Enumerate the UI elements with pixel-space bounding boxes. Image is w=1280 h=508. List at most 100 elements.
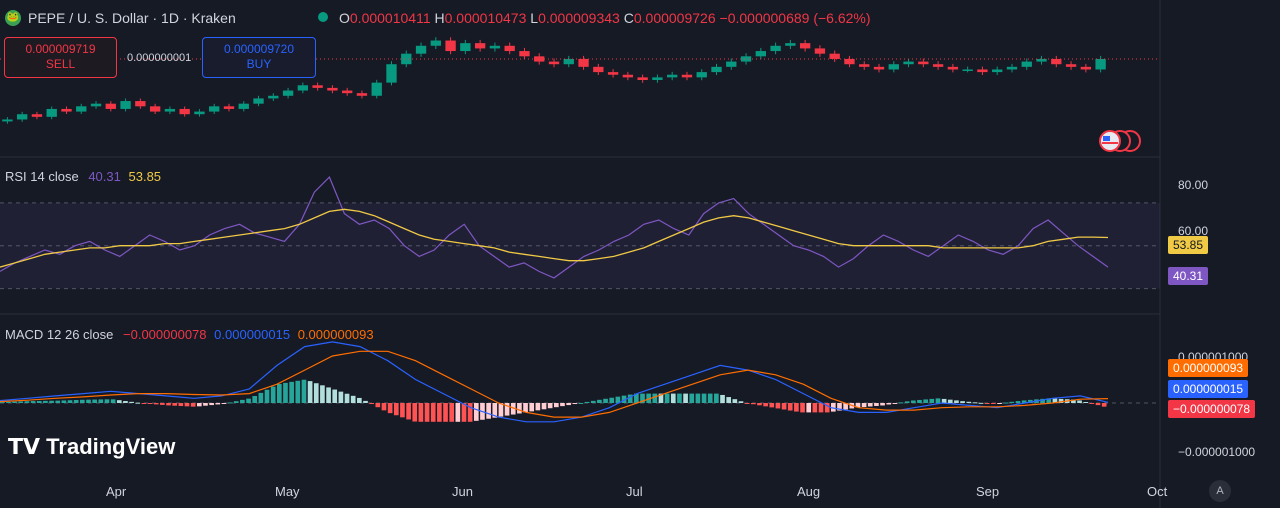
macd-histogram-bar — [18, 401, 24, 403]
macd-histogram-bar — [301, 379, 307, 403]
macd-histogram-bar — [1083, 402, 1089, 404]
rsi-value: 40.31 — [88, 169, 121, 184]
macd-histogram-bar — [898, 402, 904, 404]
macd-histogram-bar — [387, 403, 393, 414]
candle-body — [61, 108, 72, 112]
rsi-ma-tag: 53.85 — [1168, 236, 1209, 254]
candle-body — [460, 43, 471, 52]
candle-body — [194, 111, 205, 115]
macd-histogram-bar — [566, 403, 571, 406]
macd-histogram-bar — [800, 403, 805, 413]
macd-histogram-bar — [960, 401, 965, 403]
macd-histogram-bar — [1052, 398, 1058, 403]
macd-histogram-bar — [1071, 399, 1076, 403]
macd-histogram-bar — [855, 403, 861, 408]
macd-histogram-bar — [997, 403, 1002, 404]
candle-body — [135, 101, 146, 107]
macd-histogram-bar — [554, 403, 559, 408]
candle-body — [859, 64, 870, 67]
macd-histogram-bar — [104, 399, 110, 403]
rsi-label: RSI 14 close — [5, 169, 79, 184]
candle-body — [681, 74, 693, 78]
ohlc-high-label: H — [434, 10, 445, 26]
macd-histogram-bar — [190, 403, 196, 407]
ohlc-low: 0.000009343 — [538, 10, 620, 26]
candle-body — [76, 106, 87, 112]
ohlc-low-label: L — [530, 10, 539, 26]
macd-histogram-bar — [289, 381, 294, 403]
candle-body — [31, 114, 43, 117]
macd-histogram-bar — [640, 393, 645, 403]
macd-histogram-bar — [843, 403, 848, 410]
buy-button[interactable]: 0.000009720 BUY — [202, 37, 316, 78]
macd-histogram-bar — [277, 383, 282, 403]
macd-histogram-bar — [55, 400, 61, 403]
candle-body — [356, 93, 368, 96]
macd-pane-label: MACD 12 26 close −0.000000078 0.00000001… — [5, 327, 374, 342]
macd-histogram-bar — [0, 402, 5, 404]
macd-histogram-bar — [738, 401, 744, 403]
macd-histogram-bar — [430, 403, 436, 422]
macd-histogram-bar — [941, 398, 947, 403]
macd-histogram-bar — [763, 403, 768, 407]
macd-histogram-bar — [652, 393, 658, 403]
candle-body — [1021, 61, 1032, 67]
macd-histogram-bar — [153, 403, 159, 405]
macd-histogram-bar — [418, 403, 424, 422]
market-open-icon — [318, 12, 328, 22]
tradingview-logo: 𝗧𝗩 TradingView — [8, 434, 175, 460]
macd-histogram-bar — [307, 381, 313, 403]
events-flags-icon[interactable] — [1096, 128, 1142, 154]
candle-body — [105, 103, 116, 109]
ohlc-readout: O0.000010411 H0.000010473 L0.000009343 C… — [339, 10, 871, 26]
macd-histogram-bar — [769, 403, 775, 408]
macd-histogram-bar — [590, 400, 596, 403]
macd-histogram-bar — [147, 403, 153, 404]
macd-histogram-bar — [991, 403, 996, 404]
candle-body — [268, 95, 279, 99]
macd-histogram-bar — [714, 393, 719, 403]
candle-body — [992, 69, 1003, 73]
candle-body — [873, 66, 885, 70]
candle-body — [2, 119, 13, 122]
candle-body — [1006, 66, 1018, 70]
macd-histogram-bar — [572, 403, 578, 405]
macd-histogram-bar — [357, 397, 362, 403]
macd-histogram-bar — [861, 403, 867, 408]
rsi-axis-60: 60.00 — [1178, 224, 1209, 238]
candle-body — [415, 45, 427, 54]
macd-histogram-bar — [270, 386, 276, 403]
macd-histogram-bar — [1021, 400, 1027, 403]
macd-histogram-bar — [135, 402, 141, 404]
macd-histogram-bar — [578, 402, 584, 404]
macd-histogram-bar — [634, 393, 639, 403]
macd-histogram-bar — [252, 396, 258, 403]
candle-body — [903, 61, 914, 65]
macd-histogram-bar — [904, 401, 910, 403]
candle-body — [1065, 64, 1077, 67]
sell-button[interactable]: 0.000009719 SELL — [4, 37, 117, 78]
ohlc-change: −0.000000689 (−6.62%) — [719, 10, 871, 26]
macd-histogram-bar — [233, 401, 239, 403]
macd-histogram-bar — [283, 382, 288, 403]
macd-histogram-bar — [129, 401, 134, 403]
macd-histogram-bar — [6, 401, 11, 403]
macd-histogram-bar — [1009, 401, 1015, 403]
macd-histogram-bar — [510, 403, 516, 415]
buy-label: BUY — [246, 57, 272, 71]
xaxis-aug: Aug — [797, 484, 821, 499]
macd-histogram-bar — [892, 403, 898, 404]
macd-histogram-bar — [504, 403, 510, 416]
candle-body — [652, 77, 663, 80]
auto-scale-button[interactable]: A — [1209, 480, 1231, 502]
macd-histogram-bar — [24, 401, 30, 403]
macd-histogram-bar — [295, 380, 301, 403]
macd-histogram-bar — [67, 400, 73, 403]
macd-histogram-bar — [467, 403, 473, 422]
macd-histogram-bar — [646, 393, 651, 403]
macd-histogram-bar — [172, 403, 178, 406]
macd-histogram-bar — [917, 399, 922, 403]
xaxis-jul: Jul — [626, 484, 643, 499]
macd-histogram-bar — [246, 398, 251, 403]
macd-histogram-bar — [1058, 398, 1064, 403]
